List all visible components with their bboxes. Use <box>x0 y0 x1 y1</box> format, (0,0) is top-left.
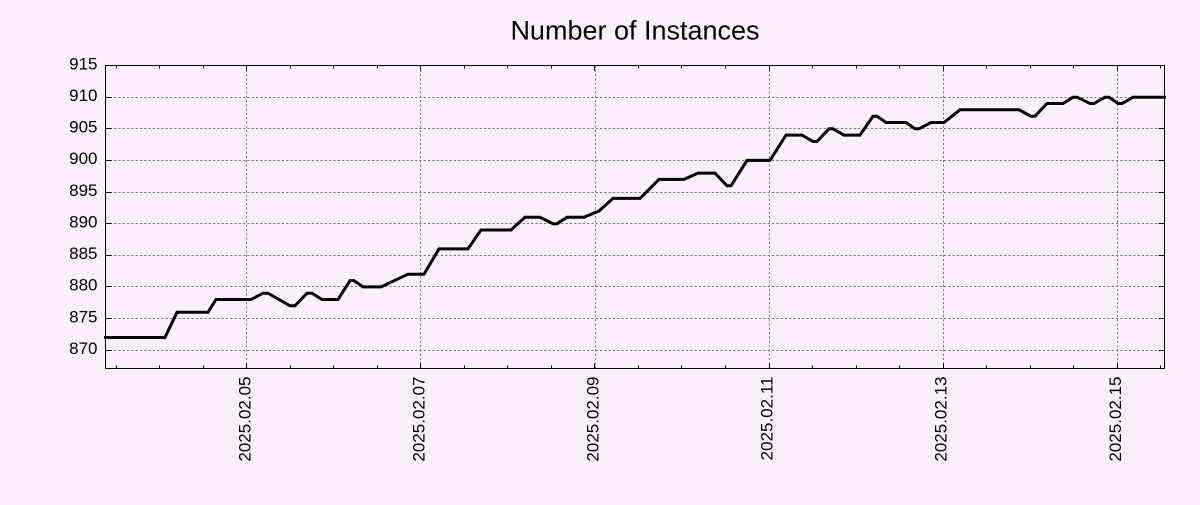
svg-text:885: 885 <box>69 244 97 263</box>
svg-text:2025.02.11: 2025.02.11 <box>758 377 777 461</box>
svg-text:2025.02.15: 2025.02.15 <box>1106 377 1125 462</box>
svg-text:Number of Instances: Number of Instances <box>510 16 759 46</box>
svg-text:875: 875 <box>69 307 97 326</box>
svg-text:2025.02.05: 2025.02.05 <box>235 377 254 462</box>
svg-text:880: 880 <box>69 276 97 295</box>
svg-text:2025.02.07: 2025.02.07 <box>409 377 428 462</box>
svg-text:910: 910 <box>69 86 97 105</box>
svg-text:905: 905 <box>69 118 97 137</box>
svg-text:2025.02.13: 2025.02.13 <box>932 376 951 461</box>
svg-text:870: 870 <box>69 339 97 358</box>
svg-text:900: 900 <box>69 149 97 168</box>
svg-text:915: 915 <box>69 54 97 73</box>
svg-text:895: 895 <box>69 181 97 200</box>
svg-text:2025.02.09: 2025.02.09 <box>584 377 603 462</box>
svg-text:890: 890 <box>69 213 97 232</box>
